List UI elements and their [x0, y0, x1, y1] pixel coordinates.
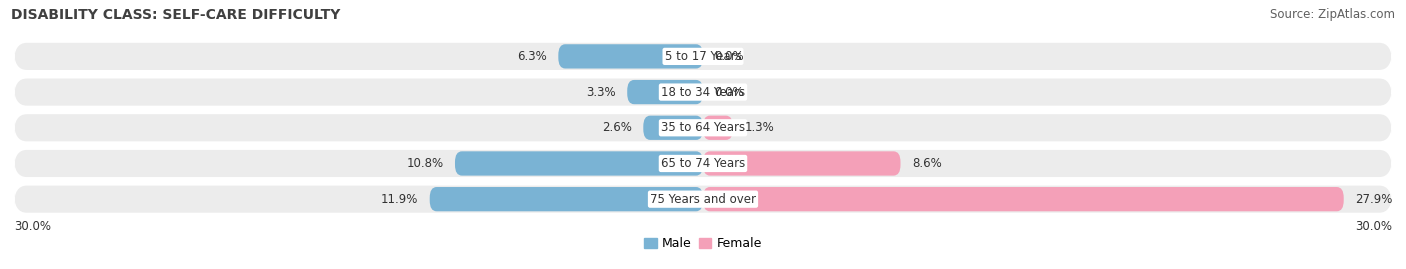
Text: Source: ZipAtlas.com: Source: ZipAtlas.com	[1270, 8, 1395, 21]
FancyBboxPatch shape	[627, 80, 703, 104]
FancyBboxPatch shape	[14, 186, 1392, 213]
Text: 11.9%: 11.9%	[381, 193, 418, 206]
Text: 5 to 17 Years: 5 to 17 Years	[665, 50, 741, 63]
FancyBboxPatch shape	[14, 114, 1392, 141]
FancyBboxPatch shape	[14, 79, 1392, 106]
Text: 2.6%: 2.6%	[602, 121, 631, 134]
Text: 6.3%: 6.3%	[517, 50, 547, 63]
FancyBboxPatch shape	[14, 43, 1392, 70]
Text: 75 Years and over: 75 Years and over	[650, 193, 756, 206]
FancyBboxPatch shape	[558, 44, 703, 69]
Text: 30.0%: 30.0%	[14, 220, 51, 233]
FancyBboxPatch shape	[703, 187, 1344, 211]
Text: 35 to 64 Years: 35 to 64 Years	[661, 121, 745, 134]
Text: DISABILITY CLASS: SELF-CARE DIFFICULTY: DISABILITY CLASS: SELF-CARE DIFFICULTY	[11, 8, 340, 22]
Text: 65 to 74 Years: 65 to 74 Years	[661, 157, 745, 170]
Text: 10.8%: 10.8%	[406, 157, 443, 170]
FancyBboxPatch shape	[703, 151, 900, 176]
FancyBboxPatch shape	[456, 151, 703, 176]
Legend: Male, Female: Male, Female	[640, 232, 766, 255]
Text: 1.3%: 1.3%	[744, 121, 775, 134]
Text: 0.0%: 0.0%	[714, 50, 744, 63]
Text: 8.6%: 8.6%	[912, 157, 942, 170]
FancyBboxPatch shape	[644, 116, 703, 140]
Text: 30.0%: 30.0%	[1355, 220, 1392, 233]
FancyBboxPatch shape	[430, 187, 703, 211]
Text: 3.3%: 3.3%	[586, 86, 616, 98]
Text: 18 to 34 Years: 18 to 34 Years	[661, 86, 745, 98]
FancyBboxPatch shape	[14, 150, 1392, 177]
Text: 27.9%: 27.9%	[1355, 193, 1392, 206]
FancyBboxPatch shape	[703, 116, 733, 140]
Text: 0.0%: 0.0%	[714, 86, 744, 98]
